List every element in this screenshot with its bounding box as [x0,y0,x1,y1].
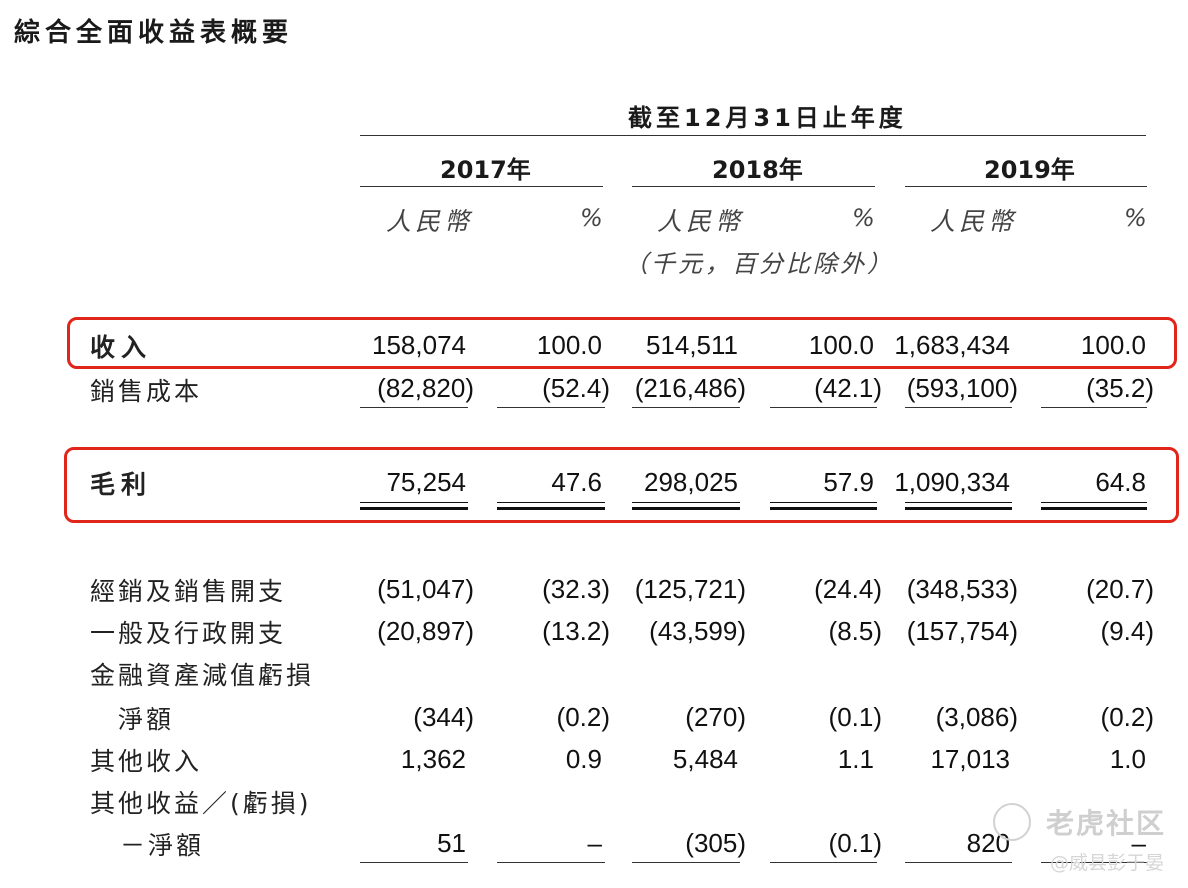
period-header-rule [360,135,1146,136]
table-cell: 64.8 [1095,467,1146,497]
total-double-rule [632,502,740,510]
currency-label-2017: 人民幣 [386,207,474,236]
currency-label-2018: 人民幣 [657,207,745,236]
total-double-rule [905,502,1012,510]
subtotal-rule [770,862,877,863]
percent-label-2018: % [852,204,875,232]
table-cell: (593,100) [906,373,1018,403]
subtotal-rule [770,407,877,408]
subtotal-rule [905,407,1012,408]
year-header-2019: 2019年 [984,156,1075,184]
table-cell: 51 [437,828,466,858]
year-rule-2018 [632,186,875,187]
table-cell: (0.2) [556,702,610,732]
table-cell: (42.1) [814,373,882,403]
table-cell: (32.3) [542,574,610,604]
table-cell: (20,897) [377,616,474,646]
table-cell: (52.4) [542,373,610,403]
table-cell: (348,533) [906,574,1018,604]
watermark-brand: 老虎社区 [1045,807,1166,840]
subtotal-rule [632,407,740,408]
year-header-2017: 2017年 [440,156,531,184]
row-label-other-income: 其他收入 [90,747,203,776]
row-label-cost-of-sales: 銷售成本 [90,377,203,406]
row-label-impairment-net: 淨額 [118,705,175,734]
row-label-admin-expenses: 一般及行政開支 [90,619,287,648]
table-cell: (344) [413,702,474,732]
year-rule-2017 [360,186,603,187]
table-cell: (305) [685,828,746,858]
year-header-2018: 2018年 [712,156,803,184]
total-double-rule [770,502,877,510]
watermark-author: @威县彭于晏 [1049,852,1164,874]
table-cell: 158,074 [372,330,466,360]
row-label-gross-profit: 毛利 [90,470,153,499]
year-rule-2019 [905,186,1147,187]
table-cell: (216,486) [634,373,746,403]
table-cell: 1,362 [400,744,466,774]
table-cell: (125,721) [634,574,746,604]
period-header: 截至12月31日止年度 [628,104,907,132]
table-cell: 5,484 [672,744,738,774]
table-cell: (20.7) [1086,574,1154,604]
subtotal-rule [1041,862,1147,863]
subtotal-rule [1041,407,1147,408]
table-cell: 1.1 [837,744,874,774]
table-cell: (82,820) [377,373,474,403]
total-double-rule [497,502,605,510]
table-cell: (43,599) [649,616,746,646]
table-cell: (270) [685,702,746,732]
table-cell: 100.0 [536,330,602,360]
total-double-rule [360,502,468,510]
percent-label-2017: % [580,204,603,232]
table-cell: 47.6 [551,467,602,497]
table-cell: 100.0 [1080,330,1146,360]
row-label-impairment: 金融資產減值虧損 [90,661,315,690]
percent-label-2019: % [1124,204,1147,232]
table-cell: 57.9 [823,467,874,497]
table-cell: (3,086) [935,702,1018,732]
table-cell: (13.2) [542,616,610,646]
subtotal-rule [360,407,468,408]
table-cell: (35.2) [1086,373,1154,403]
total-double-rule [1041,502,1147,510]
table-cell: 0.9 [565,744,602,774]
table-cell: (8.5) [828,616,882,646]
table-cell: (157,754) [906,616,1018,646]
subtotal-rule [360,862,468,863]
table-cell: (0.1) [828,702,882,732]
table-cell: 1,090,334 [894,467,1010,497]
page-title: 綜合全面收益表概要 [14,18,294,48]
table-cell: 1.0 [1109,744,1146,774]
subtotal-rule [632,862,740,863]
unit-note: （千元，百分比除外） [624,250,894,278]
table-cell: (9.4) [1100,616,1154,646]
row-label-other-gains-net: －淨額 [120,831,205,860]
currency-label-2019: 人民幣 [930,207,1018,236]
table-cell: (51,047) [377,574,474,604]
watermark-logo-icon [993,803,1031,841]
table-cell: (0.2) [1100,702,1154,732]
table-cell: (24.4) [814,574,882,604]
subtotal-rule [497,407,605,408]
subtotal-rule [497,862,605,863]
row-label-other-gains: 其他收益／(虧損) [90,789,312,818]
table-cell: 514,511 [645,330,738,360]
table-cell: 75,254 [386,467,466,497]
table-cell: 1,683,434 [894,330,1010,360]
table-cell: 100.0 [808,330,874,360]
revenue-highlight-box [67,317,1177,369]
row-label-revenue: 收入 [90,333,153,362]
row-label-distribution-selling: 經銷及銷售開支 [90,577,287,606]
table-cell: 298,025 [644,467,738,497]
subtotal-rule [905,862,1012,863]
table-cell: – [587,828,602,858]
table-cell: – [1131,828,1146,858]
table-cell: 17,013 [930,744,1010,774]
gross-profit-highlight-box [64,447,1179,523]
table-cell: (0.1) [828,828,882,858]
